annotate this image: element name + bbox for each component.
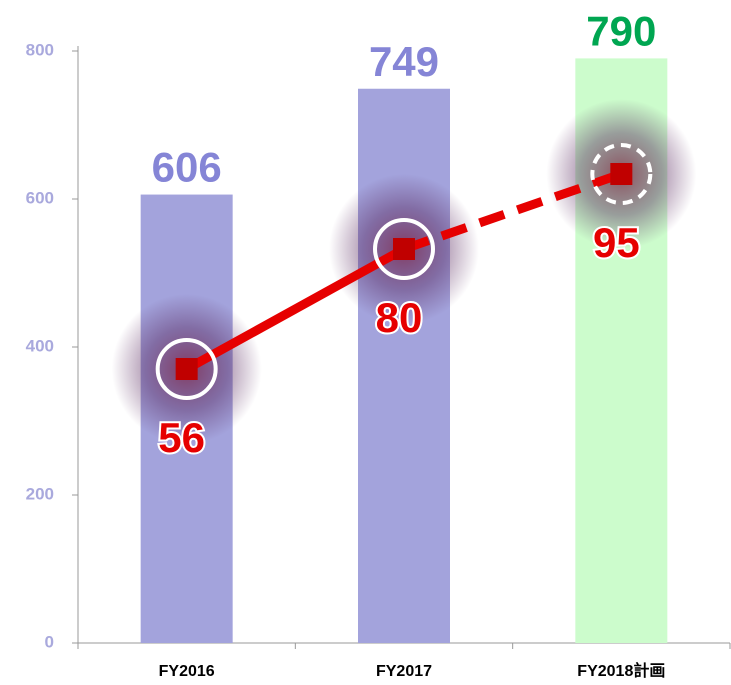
y-tick-label: 0 [45, 632, 54, 651]
x-tick-label: FY2016 [159, 663, 215, 680]
value-label: 606 [152, 144, 222, 191]
value-label: 95 [593, 219, 640, 266]
y-tick-label: 400 [26, 336, 54, 355]
highlight-ring [590, 143, 653, 205]
bar [358, 88, 450, 644]
x-tick-label: FY2018計画 [577, 661, 665, 680]
value-label: 56 [158, 414, 205, 461]
highlight-ring [155, 338, 218, 400]
y-tick-label: 600 [26, 188, 54, 207]
line-marker [610, 163, 633, 185]
line-marker [393, 238, 415, 260]
line-marker [175, 358, 198, 380]
y-tick-label: 200 [26, 484, 54, 503]
value-label: 790 [586, 7, 656, 54]
x-tick-label: FY2017 [376, 663, 432, 680]
y-tick-label: 800 [26, 40, 54, 59]
value-label: 749 [369, 38, 439, 85]
value-label: 80 [376, 294, 423, 341]
highlight-ring [373, 218, 435, 280]
line-segment [184, 245, 407, 373]
